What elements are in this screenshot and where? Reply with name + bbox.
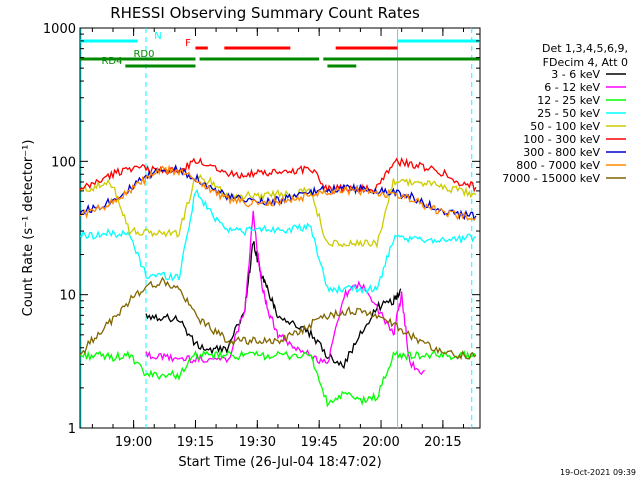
legend-label-5: 100 - 300 keV <box>523 133 600 146</box>
legend-label-3: 25 - 50 keV <box>537 107 600 120</box>
y-tick-label-2: 100 <box>51 155 76 170</box>
series-3 <box>80 188 476 295</box>
x-axis: 19:00 19:15 19:30 19:45 20:00 20:15 <box>91 28 465 450</box>
count-rate-series <box>80 157 477 408</box>
date-stamp: 19-Oct-2021 09:39 <box>560 468 636 477</box>
x-tick-label-4: 20:00 <box>362 435 399 450</box>
legend-label-6: 300 - 800 keV <box>523 146 600 159</box>
legend-label-0: 3 - 6 keV <box>551 68 600 81</box>
legend-label-8: 7000 - 15000 keV <box>502 172 600 185</box>
y-tick-label-3: 1000 <box>43 22 76 37</box>
legend-header-line-1: FDecim 4, Att 0 <box>543 56 628 69</box>
x-tick-label-2: 19:30 <box>239 435 276 450</box>
series-line-7 <box>80 164 477 221</box>
series-8 <box>80 276 477 361</box>
series-line-5 <box>80 157 477 195</box>
legend-label-7: 800 - 7000 keV <box>516 159 600 172</box>
x-tick-label-0: 19:00 <box>115 435 152 450</box>
series-line-0 <box>145 241 402 370</box>
y-tick-label-1: 10 <box>59 289 76 304</box>
series-line-8 <box>80 276 477 361</box>
y-axis-label: Count Rate (s⁻¹ detector⁻¹) <box>21 140 36 317</box>
series-line-3 <box>80 188 476 295</box>
legend-label-4: 50 - 100 keV <box>530 120 600 133</box>
day-night-markers <box>80 28 473 428</box>
series-0 <box>145 241 402 370</box>
series-2 <box>80 349 477 408</box>
y-tick-label-0: 1 <box>68 422 76 437</box>
state-bar-label-rd4: RD4 <box>101 56 122 67</box>
series-line-6 <box>80 163 477 222</box>
x-tick-label-3: 19:45 <box>300 435 337 450</box>
series-7 <box>80 164 477 221</box>
series-4 <box>80 173 477 249</box>
state-bar-label-rd0: RD0 <box>133 49 154 60</box>
legend: Det 1,3,4,5,6,9,FDecim 4, Att 03 - 6 keV… <box>502 42 628 185</box>
legend-label-2: 12 - 25 keV <box>537 94 600 107</box>
x-tick-label-5: 20:15 <box>424 435 461 450</box>
legend-header-line-0: Det 1,3,4,5,6,9, <box>542 42 628 55</box>
series-line-2 <box>80 349 477 408</box>
x-axis-label: Start Time (26-Jul-04 18:47:02) <box>178 455 381 470</box>
series-5 <box>80 157 477 195</box>
chart-title: RHESSI Observing Summary Count Rates <box>110 4 420 22</box>
series-1 <box>145 210 426 376</box>
state-bar-label-n: N <box>154 31 161 42</box>
y-axis: 1 10 100 1000 <box>43 22 480 437</box>
legend-label-1: 6 - 12 keV <box>544 81 600 94</box>
series-6 <box>80 163 477 222</box>
observing-state-bars: N F RD0 RD4 <box>80 31 480 68</box>
plot-area-frame <box>79 27 481 429</box>
x-tick-label-1: 19:15 <box>177 435 214 450</box>
series-line-4 <box>80 173 477 249</box>
state-bar-label-f: F <box>185 38 191 49</box>
series-line-1 <box>145 210 426 376</box>
